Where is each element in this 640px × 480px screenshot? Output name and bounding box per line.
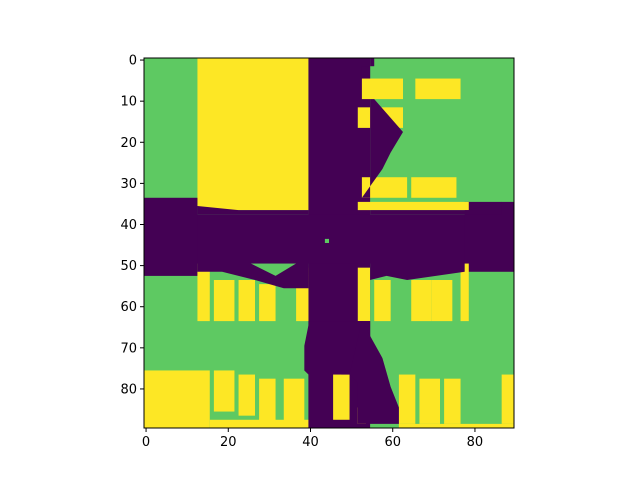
heatmap-region xyxy=(411,177,457,198)
heatmap-region xyxy=(415,78,461,100)
y-tick-label: 0 xyxy=(129,54,137,69)
heatmap-region xyxy=(357,201,469,211)
heatmap-region xyxy=(501,374,514,424)
x-tick-label: 80 xyxy=(467,435,484,450)
heatmap-region xyxy=(431,280,453,322)
heatmap-region xyxy=(197,263,210,322)
y-axis: 0 10 20 30 40 50 60 70 80 xyxy=(120,54,144,397)
heatmap-region xyxy=(419,378,440,424)
y-tick-label: 40 xyxy=(120,218,137,233)
x-axis: 0 20 40 60 80 xyxy=(142,428,483,450)
heatmap-region xyxy=(213,370,235,412)
x-tick-label: 60 xyxy=(384,435,401,450)
heatmap-region xyxy=(209,419,309,428)
heatmap-region xyxy=(411,280,432,322)
heatmap-region xyxy=(370,58,375,67)
x-tick-label: 0 xyxy=(142,435,150,450)
heatmap-region xyxy=(374,280,391,322)
y-tick-label: 30 xyxy=(120,177,137,192)
heatmap-region xyxy=(460,263,469,322)
heatmap-region xyxy=(144,370,210,428)
heatmap-region xyxy=(259,284,276,322)
x-tick-label: 20 xyxy=(220,435,237,450)
y-tick-label: 70 xyxy=(120,341,137,356)
heatmap-region xyxy=(238,374,255,416)
heatmap-region xyxy=(398,374,416,424)
heatmap-region xyxy=(238,280,255,322)
heatmap-region xyxy=(259,378,276,424)
heatmap-region xyxy=(197,58,309,211)
heatmap-cells xyxy=(144,58,514,428)
heatmap-region xyxy=(324,238,329,243)
y-tick-label: 50 xyxy=(120,259,137,274)
heatmap-region xyxy=(333,374,350,420)
heatmap-region xyxy=(361,99,403,198)
heatmap-region xyxy=(213,280,235,322)
heatmap-region xyxy=(361,78,403,100)
y-tick-label: 60 xyxy=(120,300,137,315)
y-tick-label: 20 xyxy=(120,136,137,151)
heatmap-region xyxy=(144,197,198,276)
y-tick-label: 10 xyxy=(120,95,137,110)
heatmap-region xyxy=(357,267,371,322)
heatmap-region xyxy=(349,321,399,424)
heatmap-region xyxy=(197,263,309,289)
heatmap-region xyxy=(444,378,461,424)
heatmap-region xyxy=(283,378,305,424)
heatmap-region xyxy=(304,321,371,428)
heatmap-region xyxy=(398,423,514,428)
heatmap-region xyxy=(361,177,408,198)
y-tick-label: 80 xyxy=(120,382,137,397)
heatmap-region xyxy=(370,201,502,215)
heatmap-region xyxy=(370,263,465,280)
heatmap-region xyxy=(197,206,309,215)
x-tick-label: 40 xyxy=(302,435,319,450)
plot-frame xyxy=(143,57,515,429)
